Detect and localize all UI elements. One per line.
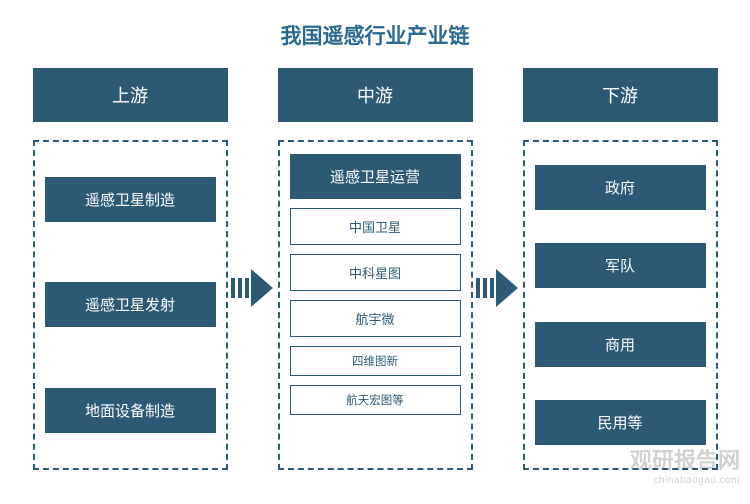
diagram-title: 我国遥感行业产业链 xyxy=(0,0,750,68)
arrow-body xyxy=(231,278,253,298)
item: 遥感卫星制造 xyxy=(45,177,216,222)
column-header: 上游 xyxy=(33,68,228,122)
dashed-box-downstream: 政府 军队 商用 民用等 xyxy=(523,140,718,470)
item: 中国卫星 xyxy=(290,208,461,245)
item: 四维图新 xyxy=(290,346,461,376)
item: 军队 xyxy=(535,243,706,288)
item: 中科星图 xyxy=(290,254,461,291)
item: 商用 xyxy=(535,322,706,367)
column-header: 中游 xyxy=(278,68,473,122)
item: 民用等 xyxy=(535,400,706,445)
dashed-box-midstream: 遥感卫星运营 中国卫星 中科星图 航宇微 四维图新 航天宏图等 xyxy=(278,140,473,470)
column-upstream: 上游 遥感卫星制造 遥感卫星发射 地面设备制造 xyxy=(33,68,228,470)
column-header: 下游 xyxy=(523,68,718,122)
column-downstream: 下游 政府 军队 商用 民用等 xyxy=(523,68,718,470)
dashed-box-upstream: 遥感卫星制造 遥感卫星发射 地面设备制造 xyxy=(33,140,228,470)
arrow-head xyxy=(496,269,518,307)
diagram-container: 上游 遥感卫星制造 遥感卫星发射 地面设备制造 中游 遥感卫星运营 中国卫星 中… xyxy=(0,68,750,470)
item: 遥感卫星运营 xyxy=(290,154,461,199)
item: 地面设备制造 xyxy=(45,388,216,433)
item: 遥感卫星发射 xyxy=(45,282,216,327)
watermark-sub: chinabaogao.com xyxy=(630,475,740,486)
arrow-wrap xyxy=(473,68,523,448)
item: 政府 xyxy=(535,165,706,210)
column-midstream: 中游 遥感卫星运营 中国卫星 中科星图 航宇微 四维图新 航天宏图等 xyxy=(278,68,473,470)
arrow-body xyxy=(476,278,498,298)
arrow-head xyxy=(251,269,273,307)
arrow-icon xyxy=(476,269,520,307)
arrow-wrap xyxy=(228,68,278,448)
arrow-icon xyxy=(231,269,275,307)
item: 航天宏图等 xyxy=(290,385,461,415)
item: 航宇微 xyxy=(290,300,461,337)
